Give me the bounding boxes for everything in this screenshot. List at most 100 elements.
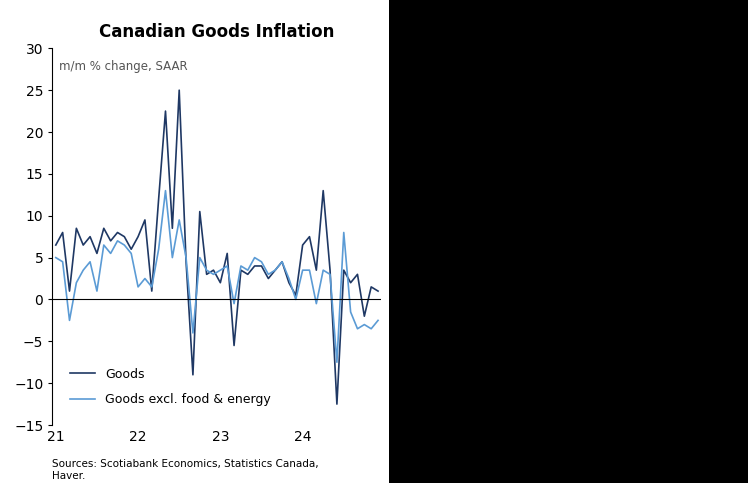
Goods excl. food & energy <box>312 301 321 307</box>
Goods <box>154 196 163 202</box>
Goods <box>340 267 349 273</box>
Goods excl. food & energy <box>373 317 382 323</box>
Goods <box>257 263 266 269</box>
Goods excl. food & energy <box>113 238 122 244</box>
Goods excl. food & energy <box>168 255 177 260</box>
Legend: Goods, Goods excl. food & energy: Goods, Goods excl. food & energy <box>65 363 276 411</box>
Line: Goods: Goods <box>56 90 378 404</box>
Goods <box>373 288 382 294</box>
Goods <box>264 276 273 282</box>
Goods <box>58 229 67 235</box>
Goods excl. food & energy <box>195 255 204 260</box>
Goods excl. food & energy <box>230 301 239 307</box>
Goods excl. food & energy <box>346 309 355 315</box>
Goods <box>243 271 252 277</box>
Goods <box>79 242 88 248</box>
Goods excl. food & energy <box>216 267 225 273</box>
Goods excl. food & energy <box>147 284 156 290</box>
Goods excl. food & energy <box>250 255 259 260</box>
Goods excl. food & energy <box>353 326 362 332</box>
Goods <box>353 271 362 277</box>
Goods <box>175 87 184 93</box>
Goods excl. food & energy <box>79 267 88 273</box>
Goods excl. food & energy <box>188 330 197 336</box>
Goods <box>195 209 204 214</box>
Goods excl. food & energy <box>223 263 232 269</box>
Goods <box>113 229 122 235</box>
Goods excl. food & energy <box>298 267 307 273</box>
Goods excl. food & energy <box>202 267 211 273</box>
Goods excl. food & energy <box>93 288 102 294</box>
Goods <box>305 234 314 240</box>
Goods <box>319 188 328 194</box>
Goods excl. food & energy <box>278 259 286 265</box>
Goods <box>120 234 129 240</box>
Goods excl. food & energy <box>360 322 369 327</box>
Goods excl. food & energy <box>141 276 150 282</box>
Goods <box>312 267 321 273</box>
Goods excl. food & energy <box>284 276 293 282</box>
Goods excl. food & energy <box>120 242 129 248</box>
Goods <box>65 288 74 294</box>
Goods <box>85 234 94 240</box>
Goods <box>161 108 170 114</box>
Goods excl. food & energy <box>271 267 280 273</box>
Goods <box>223 251 232 256</box>
Line: Goods excl. food & energy: Goods excl. food & energy <box>56 191 378 362</box>
Goods excl. food & energy <box>134 284 143 290</box>
Goods <box>216 280 225 285</box>
Goods <box>134 234 143 240</box>
Goods excl. food & energy <box>340 229 349 235</box>
Goods <box>332 401 341 407</box>
Goods <box>72 226 81 231</box>
Goods excl. food & energy <box>291 297 300 302</box>
Text: m/m % change, SAAR: m/m % change, SAAR <box>59 59 188 72</box>
Goods <box>202 271 211 277</box>
Goods excl. food & energy <box>305 267 314 273</box>
Goods <box>182 259 191 265</box>
Text: Sources: Scotiabank Economics, Statistics Canada,
Haver.: Sources: Scotiabank Economics, Statistic… <box>52 459 319 481</box>
Goods excl. food & energy <box>106 251 115 256</box>
Goods <box>284 280 293 285</box>
Goods <box>99 226 108 231</box>
Goods <box>230 342 239 348</box>
Goods <box>209 267 218 273</box>
Goods excl. food & energy <box>58 259 67 265</box>
Goods excl. food & energy <box>65 317 74 323</box>
Goods excl. food & energy <box>161 188 170 194</box>
Title: Canadian Goods Inflation: Canadian Goods Inflation <box>99 23 334 41</box>
Goods <box>325 267 334 273</box>
Goods excl. food & energy <box>209 271 218 277</box>
Goods excl. food & energy <box>154 246 163 252</box>
Goods <box>168 226 177 231</box>
Goods excl. food & energy <box>367 326 375 332</box>
Goods excl. food & energy <box>126 251 135 256</box>
Goods <box>126 246 135 252</box>
Goods <box>278 259 286 265</box>
Goods excl. food & energy <box>182 255 191 260</box>
Goods <box>52 242 61 248</box>
Goods <box>367 284 375 290</box>
Goods excl. food & energy <box>236 263 245 269</box>
Goods <box>236 267 245 273</box>
Goods <box>250 263 259 269</box>
Goods excl. food & energy <box>257 259 266 265</box>
Goods excl. food & energy <box>175 217 184 223</box>
Goods <box>188 372 197 378</box>
Goods <box>346 280 355 285</box>
Goods <box>141 217 150 223</box>
Goods <box>147 288 156 294</box>
Goods excl. food & energy <box>319 267 328 273</box>
Goods <box>360 313 369 319</box>
Goods <box>93 251 102 256</box>
Goods excl. food & energy <box>332 359 341 365</box>
Goods excl. food & energy <box>264 271 273 277</box>
Goods excl. food & energy <box>99 242 108 248</box>
Goods excl. food & energy <box>85 259 94 265</box>
Goods excl. food & energy <box>52 255 61 260</box>
Goods excl. food & energy <box>72 280 81 285</box>
Goods <box>298 242 307 248</box>
Goods excl. food & energy <box>243 267 252 273</box>
Goods excl. food & energy <box>325 271 334 277</box>
Goods <box>271 267 280 273</box>
